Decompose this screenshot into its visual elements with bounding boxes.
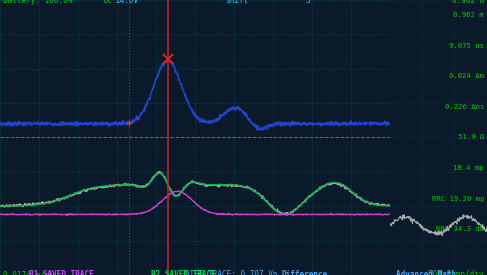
Text: RRC 19.20 mp: RRC 19.20 mp bbox=[431, 196, 484, 202]
Text: S: S bbox=[305, 0, 310, 4]
Text: B2 SAVED TRACE: B2 SAVED TRACE bbox=[150, 271, 215, 275]
Text: 0.0174 m/div: 0.0174 m/div bbox=[3, 270, 58, 275]
Text: 500.0 mp/div: 500.0 mp/div bbox=[429, 270, 484, 275]
Text: 9.075 ns: 9.075 ns bbox=[449, 43, 484, 49]
Text: 0.226 Δns: 0.226 Δns bbox=[445, 104, 484, 110]
Text: 0.962 m: 0.962 m bbox=[453, 12, 484, 18]
Text: B1 SAVED TRACE: B1 SAVED TRACE bbox=[29, 271, 94, 275]
Text: DIFF TRACE: 0.707 Vp: DIFF TRACE: 0.707 Vp bbox=[185, 270, 278, 275]
Text: shift: shift bbox=[225, 0, 248, 4]
Text: 51.9 Ω: 51.9 Ω bbox=[458, 134, 484, 141]
Text: 24.0V: 24.0V bbox=[115, 0, 138, 4]
Text: 0.962 m: 0.962 m bbox=[451, 0, 484, 4]
Text: Difference: Difference bbox=[282, 271, 328, 275]
Text: Battery: 100.0%: Battery: 100.0% bbox=[3, 0, 73, 4]
Text: Advanced Math: Advanced Math bbox=[396, 271, 457, 275]
Text: DC: DC bbox=[103, 0, 112, 4]
Text: 18.4 mp: 18.4 mp bbox=[453, 165, 484, 171]
Text: RRL 34.3 dB: RRL 34.3 dB bbox=[436, 226, 484, 232]
Text: 0.024 Δm: 0.024 Δm bbox=[449, 73, 484, 79]
